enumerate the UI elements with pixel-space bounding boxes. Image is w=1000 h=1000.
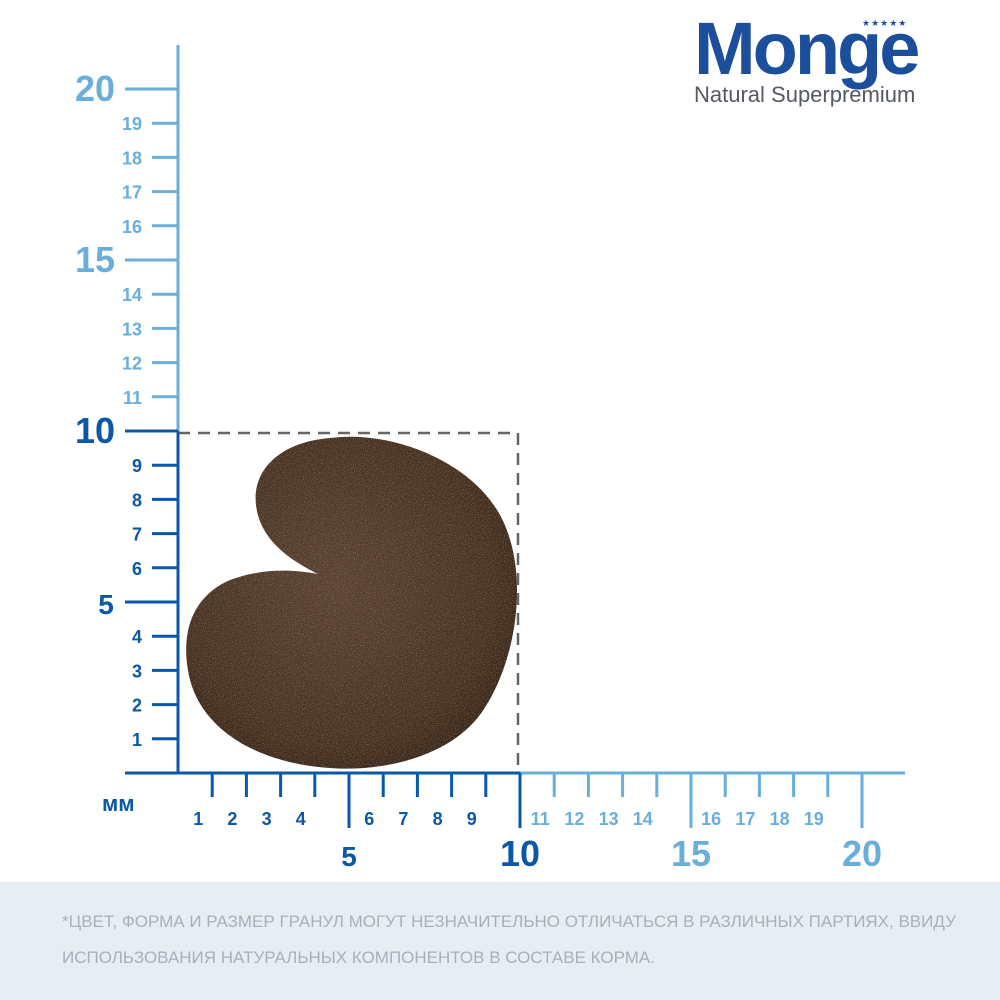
y-tick-label-15: 15 xyxy=(75,239,115,280)
x-tick-label-13: 13 xyxy=(599,809,619,829)
y-tick-label-13: 13 xyxy=(122,319,142,339)
footer-panel: *ЦВЕТ, ФОРМА И РАЗМЕР ГРАНУЛ МОГУТ НЕЗНА… xyxy=(0,882,1000,1000)
x-tick-label-17: 17 xyxy=(735,809,755,829)
x-tick-label-5: 5 xyxy=(341,841,357,872)
brand-logo: Monge ★★★★★ Natural Superpremium xyxy=(694,7,964,108)
x-tick-label-20: 20 xyxy=(842,833,882,874)
y-tick-label-3: 3 xyxy=(132,661,142,681)
y-tick-label-20: 20 xyxy=(75,68,115,109)
y-tick-label-16: 16 xyxy=(122,217,142,237)
y-tick-label-5: 5 xyxy=(98,589,114,620)
y-tick-label-18: 18 xyxy=(122,148,142,168)
y-tick-label-7: 7 xyxy=(132,525,142,545)
brand-stars-icon: ★★★★★ xyxy=(862,18,908,28)
brand-tagline: Natural Superpremium xyxy=(694,82,916,107)
disclaimer-text: *ЦВЕТ, ФОРМА И РАЗМЕР ГРАНУЛ МОГУТ НЕЗНА… xyxy=(62,912,956,967)
x-tick-label-10: 10 xyxy=(500,833,540,874)
y-tick-label-2: 2 xyxy=(132,696,142,716)
x-tick-label-15: 15 xyxy=(671,833,711,874)
x-tick-label-11: 11 xyxy=(531,809,550,829)
y-tick-label-19: 19 xyxy=(122,114,142,134)
x-tick-label-9: 9 xyxy=(467,809,477,829)
y-tick-label-17: 17 xyxy=(122,183,142,203)
x-tick-label-18: 18 xyxy=(770,809,790,829)
kibble-piece xyxy=(186,436,518,769)
y-tick-label-8: 8 xyxy=(132,490,142,510)
y-tick-label-9: 9 xyxy=(132,456,142,476)
brand-name: Monge xyxy=(694,7,920,90)
y-tick-label-12: 12 xyxy=(122,354,142,374)
y-tick-label-14: 14 xyxy=(122,285,142,305)
x-tick-label-1: 1 xyxy=(193,809,203,829)
x-tick-label-14: 14 xyxy=(633,809,653,829)
x-tick-label-4: 4 xyxy=(296,809,306,829)
x-tick-label-3: 3 xyxy=(262,809,272,829)
unit-label: мм xyxy=(102,791,135,816)
y-tick-label-6: 6 xyxy=(132,559,142,579)
x-tick-label-8: 8 xyxy=(433,809,443,829)
y-tick-label-1: 1 xyxy=(132,730,142,750)
x-tick-label-7: 7 xyxy=(398,809,408,829)
x-tick-label-12: 12 xyxy=(564,809,584,829)
y-tick-label-10: 10 xyxy=(75,410,115,451)
x-tick-label-19: 19 xyxy=(804,809,824,829)
y-tick-label-11: 11 xyxy=(123,388,142,408)
x-tick-label-2: 2 xyxy=(227,809,237,829)
x-tick-label-16: 16 xyxy=(701,809,721,829)
size-outline-10mm xyxy=(178,431,520,773)
y-tick-label-4: 4 xyxy=(132,627,142,647)
x-tick-label-6: 6 xyxy=(364,809,374,829)
